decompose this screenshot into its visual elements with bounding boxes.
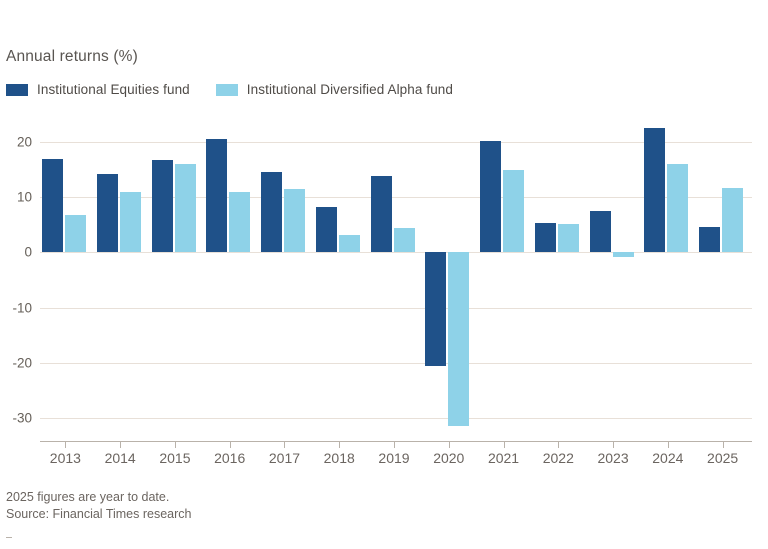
plot-area: 20 10 0 -10 -20 -30 <box>12 120 752 440</box>
bar-2017-series-2[interactable] <box>284 188 306 253</box>
x-axis-tick <box>667 441 669 448</box>
x-axis-label-2020: 2020 <box>433 450 465 466</box>
bar-group-2013 <box>40 120 95 440</box>
legend-swatch-equities-icon <box>6 83 28 96</box>
bar-group-2018 <box>314 120 369 440</box>
x-axis-tick <box>558 441 560 448</box>
legend-label-diversified-alpha: Institutional Diversified Alpha fund <box>246 82 454 97</box>
bar-2025-series-2[interactable] <box>722 187 744 253</box>
bar-group-2014 <box>95 120 150 440</box>
bar-group-2024 <box>642 120 697 440</box>
bar-group-2017 <box>259 120 314 440</box>
bar-2020-series-1[interactable] <box>425 252 447 366</box>
bar-2015-series-1[interactable] <box>151 159 173 253</box>
legend-swatch-diversified-alpha-icon <box>215 83 238 96</box>
x-axis-label-2022: 2022 <box>542 450 574 466</box>
bar-group-2016 <box>204 120 259 440</box>
bar-2022-series-1[interactable] <box>534 223 556 253</box>
x-axis-tick <box>448 441 450 448</box>
footnote-source: Source: Financial Times research <box>6 507 192 521</box>
x-axis-label-2018: 2018 <box>323 450 355 466</box>
y-axis-tick-label: -10 <box>12 300 32 316</box>
bar-2023-series-1[interactable] <box>589 211 611 253</box>
y-axis-tick-label: 20 <box>16 134 32 150</box>
y-axis-tick-label: -30 <box>12 410 32 426</box>
x-axis-tick <box>613 441 615 448</box>
bar-2018-series-2[interactable] <box>338 234 360 253</box>
bar-2016-series-1[interactable] <box>206 138 228 253</box>
y-axis-tick-label: 10 <box>16 189 32 205</box>
x-axis-label-2015: 2015 <box>159 450 191 466</box>
bar-group-2021 <box>478 120 533 440</box>
x-axis-label-2021: 2021 <box>487 450 520 466</box>
x-axis-tick <box>229 441 231 448</box>
x-axis-tick <box>394 441 395 448</box>
x-axis-label-2023: 2023 <box>597 450 629 466</box>
x-axis-line <box>40 441 752 442</box>
bar-2024-series-2[interactable] <box>667 164 689 253</box>
x-axis-label-2017: 2017 <box>268 450 301 466</box>
bar-2017-series-1[interactable] <box>261 171 283 253</box>
gridline-10: 10 <box>17 190 752 205</box>
bar-group-2025 <box>697 120 752 440</box>
bar-group-2022 <box>533 120 588 440</box>
gridline--20: -20 <box>12 355 752 370</box>
bar-2024-series-1[interactable] <box>644 127 666 253</box>
gridline-20: 20 <box>17 135 752 150</box>
chart-footer: 2025 figures are year to date. Source: F… <box>6 489 746 523</box>
x-axis-tick <box>284 441 286 448</box>
footnote-year-to-date: 2025 figures are year to date. <box>6 490 170 504</box>
bars-group <box>40 120 752 440</box>
bar-group-2015 <box>150 120 205 440</box>
x-axis-label-2016: 2016 <box>214 450 246 466</box>
x-axis-label-2019: 2019 <box>378 450 410 466</box>
x-axis-tick <box>120 441 122 448</box>
x-axis-tick <box>174 441 176 448</box>
bar-2019-series-1[interactable] <box>370 176 392 253</box>
gridline--10: -10 <box>12 300 752 315</box>
bar-2015-series-2[interactable] <box>174 164 196 253</box>
y-axis-tick-label: -20 <box>12 355 32 371</box>
y-axis-tick-label: 0 <box>24 244 32 260</box>
legend-item-diversified-alpha[interactable]: Institutional Diversified Alpha fund <box>215 82 454 97</box>
x-axis-label-2024: 2024 <box>652 450 684 466</box>
legend-item-equities[interactable]: Institutional Equities fund <box>6 82 190 97</box>
bar-2020-series-2[interactable] <box>448 252 470 427</box>
x-axis-label-2014: 2014 <box>104 450 136 466</box>
footer-rule <box>6 537 12 538</box>
bar-group-2023 <box>588 120 643 440</box>
legend-label-equities: Institutional Equities fund <box>37 82 190 97</box>
bar-2023-series-2[interactable] <box>612 252 634 257</box>
chart-legend: Institutional Equities fund Institutiona… <box>6 82 453 97</box>
x-axis-tick <box>65 441 67 448</box>
bar-2013-series-2[interactable] <box>65 214 86 253</box>
x-axis-tick <box>503 441 505 448</box>
x-axis-tick <box>339 441 341 448</box>
x-axis-tick <box>722 441 724 448</box>
bar-2021-series-2[interactable] <box>503 169 525 253</box>
x-axis-label-2025: 2025 <box>707 450 739 466</box>
bar-2019-series-2[interactable] <box>393 227 415 253</box>
gridline-0: 0 <box>24 245 752 260</box>
bar-group-2019 <box>369 120 424 440</box>
bar-2014-series-1[interactable] <box>96 174 118 253</box>
bar-group-2020 <box>423 120 478 440</box>
bar-2013-series-1[interactable] <box>42 158 63 253</box>
x-axis-label-2013: 2013 <box>49 450 81 466</box>
gridline--30: -30 <box>12 410 752 425</box>
bar-2014-series-2[interactable] <box>119 191 141 253</box>
bar-2022-series-2[interactable] <box>557 223 579 253</box>
chart-title: Annual returns (%) <box>6 48 138 65</box>
bar-2021-series-1[interactable] <box>480 140 502 253</box>
bar-2016-series-2[interactable] <box>229 191 251 253</box>
bar-2018-series-1[interactable] <box>315 207 337 253</box>
bar-2025-series-1[interactable] <box>699 227 721 253</box>
